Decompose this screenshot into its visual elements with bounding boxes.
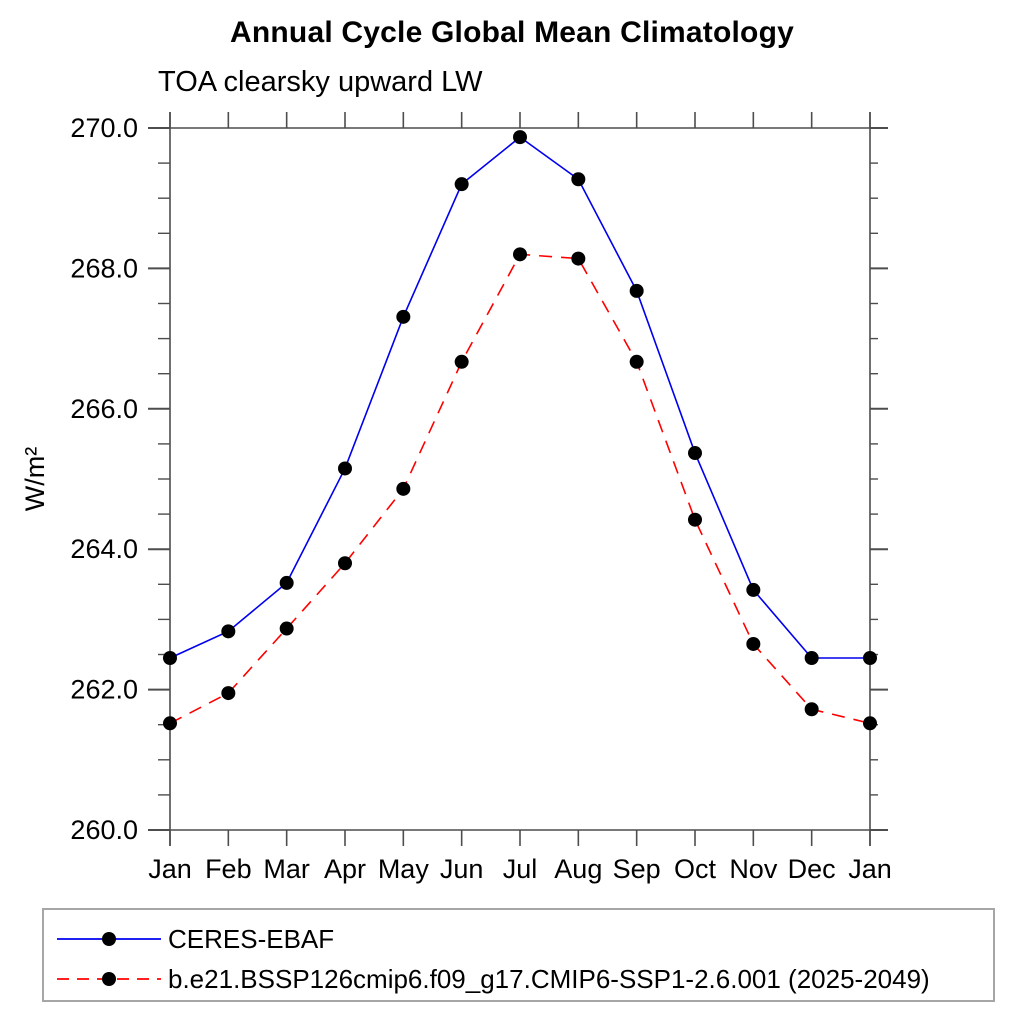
data-point-marker-series-0	[688, 446, 702, 461]
series-line-1	[169, 253, 871, 725]
data-point-marker-series-0	[571, 172, 586, 187]
data-point-marker-series-1	[163, 716, 177, 731]
x-tick-label: Sep	[613, 854, 661, 884]
y-tick-label: 260.0	[70, 815, 138, 845]
data-point-marker-series-0	[454, 177, 469, 192]
y-axis-label: W/m²	[20, 447, 50, 511]
data-point-marker-series-1	[804, 702, 819, 717]
data-point-marker-series-0	[221, 624, 236, 639]
data-point-marker-series-1	[279, 621, 294, 636]
x-tick-label: Feb	[205, 854, 252, 884]
x-tick-label: Jul	[503, 854, 538, 884]
x-tick-label: May	[378, 854, 430, 884]
legend-sample-0	[57, 932, 161, 946]
data-point-marker-series-1	[221, 686, 236, 701]
data-point-marker-series-1	[396, 481, 411, 496]
legend-sample-1	[57, 972, 161, 986]
x-tick-label: Jan	[848, 854, 892, 884]
y-tick-label: 264.0	[70, 534, 138, 564]
x-tick-label: Apr	[324, 854, 366, 884]
chart-plot-area: Jan Feb Mar Apr May Jun Jul Aug Sep Oct Nov Dec Jan 2…	[20, 112, 892, 884]
chart-legend: CERES-EBAF b.e21.BSSP126cmip6.f09_g17.CMI…	[42, 908, 995, 1002]
data-point-marker-series-1	[863, 716, 877, 731]
x-tick-label: Nov	[729, 854, 778, 884]
x-tick-label: Mar	[263, 854, 310, 884]
data-point-marker-series-1	[746, 636, 761, 651]
data-point-marker-series-0	[629, 283, 644, 298]
x-tick-label: Jan	[148, 854, 192, 884]
series-line-0	[169, 136, 870, 659]
x-tick-label: Aug	[554, 854, 602, 884]
data-point-marker-series-1	[513, 247, 527, 262]
data-point-marker-series-1	[688, 512, 702, 527]
y-tick-label: 266.0	[70, 394, 138, 424]
data-point-marker-series-1	[454, 354, 469, 369]
y-tick-label: 268.0	[70, 253, 138, 283]
y-tick-label: 270.0	[70, 113, 138, 143]
data-point-marker-series-1	[338, 556, 352, 571]
data-point-marker-series-0	[863, 651, 877, 666]
data-point-marker-series-1	[571, 251, 586, 266]
legend-sample-marker	[102, 972, 116, 986]
legend-label-0: CERES-EBAF	[168, 923, 335, 954]
legend-label-1: b.e21.BSSP126cmip6.f09_g17.CMIP6-SSP1-2.…	[168, 963, 930, 994]
data-point-marker-series-0	[279, 575, 294, 590]
data-point-marker-series-0	[338, 461, 352, 476]
legend-sample-marker	[102, 932, 116, 946]
chart-title: Annual Cycle Global Mean Climatology	[230, 16, 794, 49]
chart-subtitle: TOA clearsky upward LW	[158, 66, 483, 98]
legend-row-0: CERES-EBAF	[44, 919, 993, 959]
data-point-marker-series-0	[513, 130, 527, 145]
y-tick-label: 262.0	[70, 675, 138, 705]
legend-row-1: b.e21.BSSP126cmip6.f09_g17.CMIP6-SSP1-2.…	[44, 959, 993, 999]
data-point-marker-series-1	[629, 354, 644, 369]
x-tick-label: Oct	[674, 854, 717, 884]
x-tick-label: Jun	[440, 854, 484, 884]
data-point-marker-series-0	[396, 309, 411, 324]
data-point-marker-series-0	[163, 651, 177, 666]
data-point-marker-series-0	[746, 582, 761, 597]
data-point-marker-series-0	[804, 651, 819, 666]
x-tick-label: Dec	[788, 854, 836, 884]
